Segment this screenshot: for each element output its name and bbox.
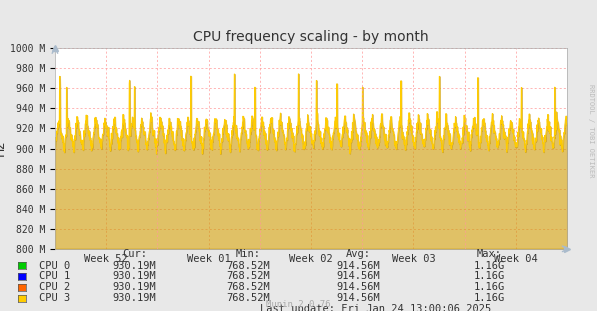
Title: CPU frequency scaling - by month: CPU frequency scaling - by month [193,30,429,44]
Text: Cur:: Cur: [122,248,147,258]
Text: Avg:: Avg: [346,248,371,258]
Text: CPU 1: CPU 1 [39,272,70,281]
Text: CPU 0: CPU 0 [39,261,70,271]
Text: 1.16G: 1.16G [474,293,505,303]
Text: 768.52M: 768.52M [226,261,270,271]
Text: 930.19M: 930.19M [112,272,156,281]
Text: Last update: Fri Jan 24 13:00:06 2025: Last update: Fri Jan 24 13:00:06 2025 [260,304,492,311]
Text: 930.19M: 930.19M [112,261,156,271]
Text: RRDTOOL / TOBI OETIKER: RRDTOOL / TOBI OETIKER [588,84,594,177]
Text: 930.19M: 930.19M [112,293,156,303]
Text: 914.56M: 914.56M [336,293,380,303]
Text: 1.16G: 1.16G [474,282,505,292]
Text: 768.52M: 768.52M [226,282,270,292]
Text: 914.56M: 914.56M [336,272,380,281]
Y-axis label: Hz: Hz [0,141,7,156]
Text: 1.16G: 1.16G [474,272,505,281]
Text: CPU 2: CPU 2 [39,282,70,292]
Text: Max:: Max: [477,248,502,258]
Text: 768.52M: 768.52M [226,293,270,303]
Text: CPU 3: CPU 3 [39,293,70,303]
Text: 914.56M: 914.56M [336,282,380,292]
Text: Min:: Min: [235,248,260,258]
Text: Munin 2.0.76: Munin 2.0.76 [266,300,331,309]
Text: 914.56M: 914.56M [336,261,380,271]
Text: 1.16G: 1.16G [474,261,505,271]
Text: 768.52M: 768.52M [226,272,270,281]
Text: 930.19M: 930.19M [112,282,156,292]
